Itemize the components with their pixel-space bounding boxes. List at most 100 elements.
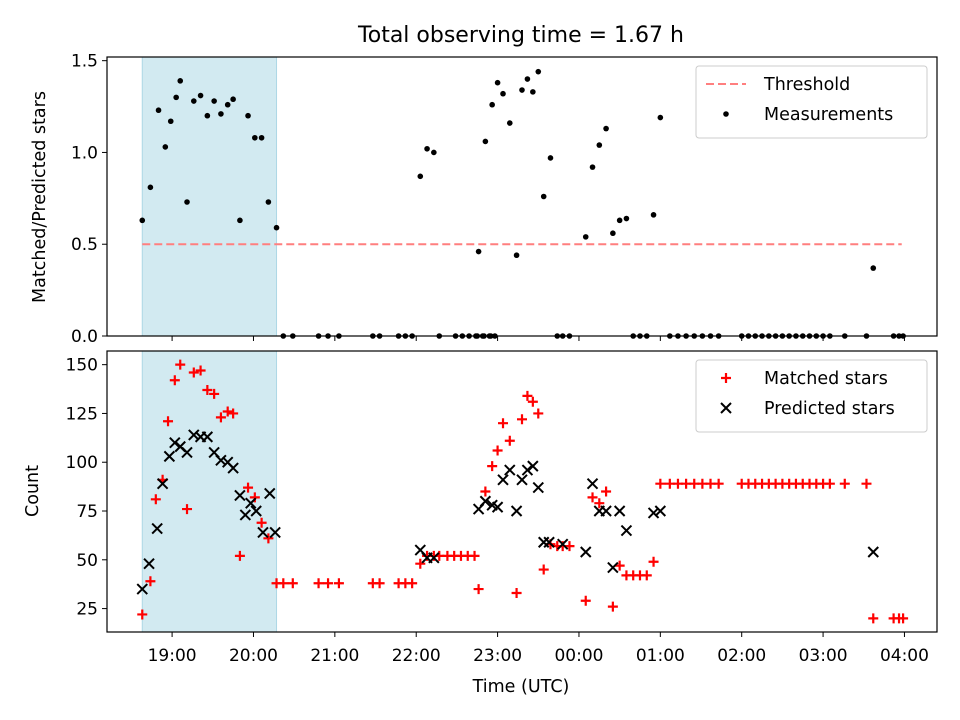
predicted-point xyxy=(516,474,528,486)
matched-point xyxy=(209,388,220,399)
matched-point xyxy=(517,414,527,425)
predicted-point xyxy=(156,477,169,490)
measurement-point xyxy=(218,111,224,117)
predicted-point xyxy=(491,501,504,513)
measurement-point xyxy=(417,173,424,180)
matched-point xyxy=(234,550,245,561)
legend-predicted-swatch xyxy=(720,402,732,414)
count-xtick-label: 04:00 xyxy=(880,646,929,666)
ratio-legend-box xyxy=(695,65,928,139)
predicted-point xyxy=(201,431,214,443)
matched-point xyxy=(473,584,484,595)
count-ytick-label: 100 xyxy=(66,453,98,473)
count-xtick-label: 00:00 xyxy=(554,646,603,666)
matched-point xyxy=(175,359,186,370)
predicted-point xyxy=(497,474,509,486)
count-panel: Count Time (UTC) 25 50 75 100 125 150 19:00 20:… xyxy=(23,350,938,697)
measurement-point xyxy=(582,234,589,240)
count-ytick-label: 125 xyxy=(66,404,98,424)
measurement-point xyxy=(265,199,272,205)
predicted-point xyxy=(428,552,440,564)
matched-point xyxy=(137,609,148,620)
measurement-point xyxy=(494,79,501,86)
matched-point xyxy=(839,478,850,489)
measurement-point xyxy=(547,155,554,161)
matched-point xyxy=(614,560,625,571)
matched-point xyxy=(498,418,509,429)
count-legend-label: Predicted stars xyxy=(764,399,895,419)
matched-point xyxy=(188,367,199,378)
matched-point xyxy=(594,498,605,509)
matched-point xyxy=(824,478,835,489)
matched-point xyxy=(150,494,161,505)
matched-point xyxy=(587,492,598,503)
measurement-point xyxy=(506,120,513,126)
measurement-point xyxy=(589,164,596,170)
measurement-point xyxy=(489,101,495,108)
measurement-point xyxy=(519,87,525,93)
matched-point xyxy=(533,408,544,419)
measurement-point xyxy=(524,76,531,82)
predicted-point xyxy=(151,522,163,535)
count-ylabel: Count xyxy=(23,465,43,517)
predicted-point xyxy=(647,507,660,519)
ratio-legend-label: Threshold xyxy=(763,75,850,95)
ratio-legend: Threshold Measurements xyxy=(695,65,928,139)
count-series-0 xyxy=(137,359,909,624)
measurement-point xyxy=(224,101,231,108)
predicted-point xyxy=(188,429,200,441)
predicted-point xyxy=(527,460,539,472)
measurement-point xyxy=(475,248,482,255)
matched-point xyxy=(538,564,549,575)
measurement-point xyxy=(258,134,265,141)
predicted-point xyxy=(163,450,176,463)
count-xtick-label: 19:00 xyxy=(148,646,197,666)
ratio-ytick-label: 1.5 xyxy=(71,52,98,72)
matched-point xyxy=(580,595,591,606)
legend-matched-swatch xyxy=(721,373,731,383)
predicted-point xyxy=(510,505,523,517)
predicted-point xyxy=(543,536,555,548)
matched-point xyxy=(323,578,334,589)
ratio-shaded-span xyxy=(141,56,278,337)
predicted-point xyxy=(504,464,516,476)
matched-point xyxy=(641,570,652,581)
measurement-point xyxy=(177,78,184,84)
measurement-point xyxy=(162,144,169,150)
predicted-point xyxy=(556,538,569,550)
measurement-point xyxy=(190,98,197,104)
matched-point xyxy=(480,486,491,497)
predicted-point xyxy=(227,462,239,474)
measurement-point xyxy=(431,149,437,156)
predicted-point xyxy=(580,546,592,558)
measurement-point xyxy=(197,92,204,99)
predicted-point xyxy=(143,557,155,570)
count-legend-box xyxy=(695,359,928,433)
matched-point xyxy=(648,556,659,567)
count-xtick-label: 20:00 xyxy=(229,646,278,666)
predicted-point xyxy=(234,489,246,502)
count-xtick-label: 22:00 xyxy=(392,646,441,666)
measurement-point xyxy=(167,118,174,125)
ratio-ytick-label: 0.0 xyxy=(71,327,98,347)
predicted-point xyxy=(607,561,619,574)
matched-point xyxy=(163,416,174,427)
predicted-point xyxy=(250,505,262,517)
matched-point xyxy=(487,461,498,472)
matched-point xyxy=(249,492,260,503)
predicted-point xyxy=(257,526,269,539)
count-xtick-label: 01:00 xyxy=(636,646,685,666)
predicted-point xyxy=(620,524,633,537)
matched-point xyxy=(601,486,612,497)
predicted-point xyxy=(613,505,626,517)
predicted-point xyxy=(532,481,544,494)
measurement-point xyxy=(650,212,657,218)
count-xtick-label: 23:00 xyxy=(473,646,522,666)
matched-point xyxy=(278,578,289,589)
predicted-point xyxy=(215,454,227,466)
measurement-point xyxy=(482,138,489,145)
matched-point xyxy=(195,365,206,376)
measurement-point xyxy=(535,68,542,75)
ratio-legend-label: Measurements xyxy=(764,105,893,125)
measurement-point xyxy=(184,199,190,205)
